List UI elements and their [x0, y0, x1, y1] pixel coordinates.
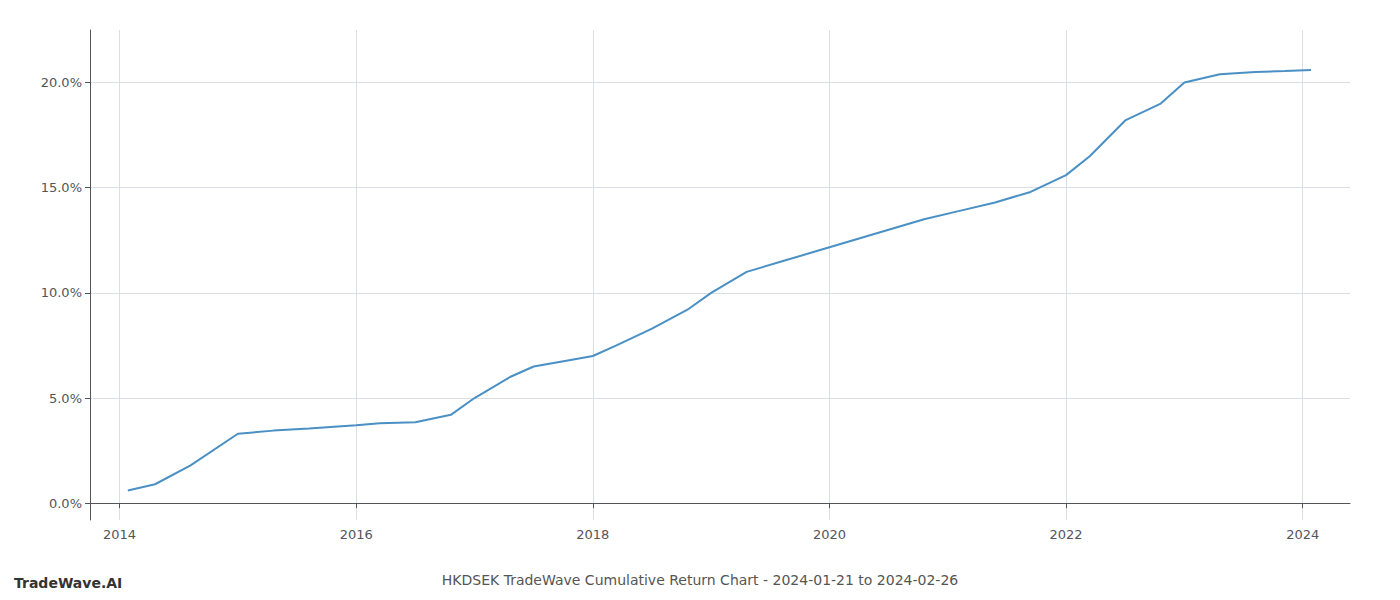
svg-text:2022: 2022 — [1050, 527, 1083, 542]
svg-text:2020: 2020 — [813, 527, 846, 542]
svg-text:0.0%: 0.0% — [49, 496, 82, 511]
svg-text:2016: 2016 — [340, 527, 373, 542]
svg-text:10.0%: 10.0% — [41, 285, 82, 300]
svg-text:20.0%: 20.0% — [41, 75, 82, 90]
svg-text:2024: 2024 — [1286, 527, 1319, 542]
svg-text:2014: 2014 — [103, 527, 136, 542]
svg-text:5.0%: 5.0% — [49, 391, 82, 406]
svg-text:TradeWave.AI: TradeWave.AI — [14, 575, 122, 591]
svg-text:2018: 2018 — [576, 527, 609, 542]
svg-text:HKDSEK TradeWave Cumulative Re: HKDSEK TradeWave Cumulative Return Chart… — [442, 572, 959, 588]
svg-text:15.0%: 15.0% — [41, 180, 82, 195]
